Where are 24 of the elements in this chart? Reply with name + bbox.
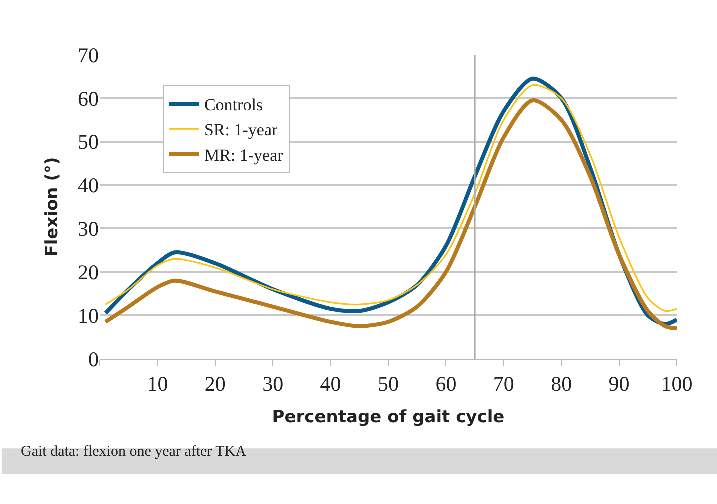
x-tick-label: 10 xyxy=(147,372,168,396)
text: Gait data: flexion one year after TKA xyxy=(21,444,247,460)
legend-label: Controls xyxy=(204,96,264,115)
x-tick-label: 50 xyxy=(378,372,399,396)
x-tick-label: 80 xyxy=(551,372,572,396)
legend-label: MR: 1-year xyxy=(204,146,284,165)
y-tick-label: 20 xyxy=(78,260,99,284)
x-tick-label: 60 xyxy=(436,372,457,396)
y-tick-label: 70 xyxy=(78,43,99,68)
x-tick-label: 20 xyxy=(204,372,226,396)
y-axis-title: Flexion (°) xyxy=(42,157,63,257)
x-tick-label: 70 xyxy=(493,372,514,396)
y-tick-label: 40 xyxy=(78,174,99,198)
y-tick-label: 30 xyxy=(78,217,99,242)
y-tick-label: 60 xyxy=(78,86,99,111)
y-tick-label: 50 xyxy=(78,130,99,154)
x-tick-label: 100 xyxy=(661,372,693,396)
y-tick-label: 0 xyxy=(88,347,99,372)
legend-label: SR: 1-year xyxy=(204,120,278,140)
y-tick-label: 10 xyxy=(78,304,99,328)
x-tick-label: 90 xyxy=(608,372,630,396)
x-tick-label: 30 xyxy=(262,372,284,396)
x-tick-label: 40 xyxy=(320,372,342,396)
x-axis-title: Percentage of gait cycle xyxy=(272,408,505,428)
